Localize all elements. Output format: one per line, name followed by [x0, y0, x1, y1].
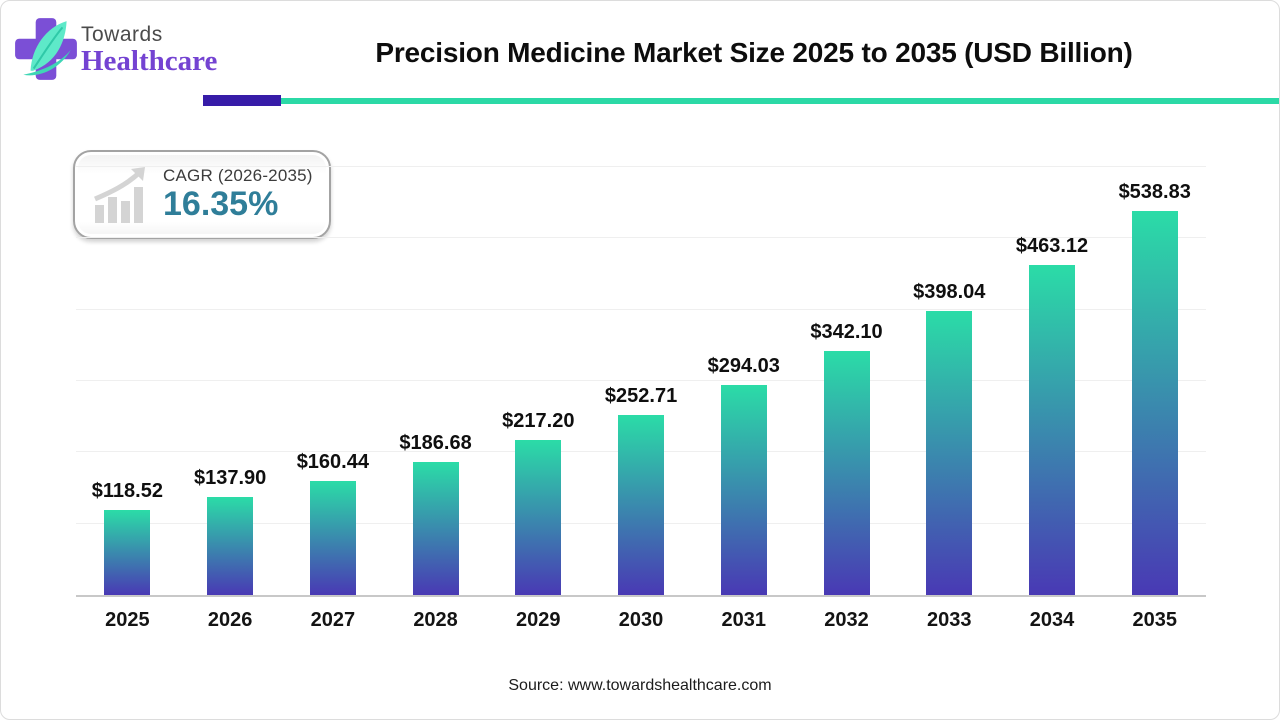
x-axis-label-2029: 2029	[516, 609, 561, 631]
cagr-texts: CAGR (2026-2035) 16.35%	[163, 166, 313, 223]
x-axis-label-2032: 2032	[824, 609, 869, 631]
bar-value-label-2027: $160.44	[296, 450, 369, 473]
bar-2034	[1028, 264, 1075, 595]
bar-slot-2028: $186.68	[384, 167, 487, 595]
bar-value-label-2026: $137.90	[193, 466, 267, 489]
x-axis-label-2030: 2030	[618, 609, 664, 631]
bar-2025	[104, 510, 151, 595]
bar-value-label-2032: $342.10	[810, 320, 883, 343]
bar-2033	[926, 311, 973, 595]
gridline-400	[76, 308, 1206, 310]
bar-slot-2027: $160.44	[281, 167, 384, 595]
x-axis-label-2035: 2035	[1132, 609, 1177, 631]
x-axis-label-2033: 2033	[926, 609, 972, 631]
bar-value-label-2028: $186.68	[399, 431, 472, 454]
logo-line-healthcare: Healthcare	[81, 45, 218, 78]
bar-value-label-2031: $294.03	[707, 355, 780, 378]
logo-line-towards: Towards	[81, 22, 163, 46]
x-axis-label-2026: 2026	[207, 609, 253, 631]
bar-value-label-2030: $252.71	[604, 384, 678, 407]
healthcare-cross-leaf-icon	[15, 18, 77, 80]
bar-2030	[618, 414, 665, 595]
bars-container: $118.52 $137.90 $160.44 $186.68 $217.20 $252.…	[76, 167, 1206, 595]
page-title: Precision Medicine Market Size 2025 to 2…	[375, 37, 1133, 68]
bar-value-label-2035: $538.83	[1118, 180, 1191, 203]
brand-logo: Towards Healthcare	[13, 15, 217, 83]
bar-slot-2029: $217.20	[487, 167, 590, 595]
x-axis-label-2028: 2028	[413, 609, 458, 631]
brand-logo-text: Towards Healthcare	[81, 22, 218, 78]
bar-slot-2034: $463.12	[1001, 167, 1104, 595]
bar-value-label-2025: $118.52	[91, 480, 163, 503]
bar-slot-2035: $538.83	[1103, 167, 1206, 595]
cagr-label: CAGR (2026-2035)	[163, 166, 313, 186]
bar-slot-2033: $398.04	[898, 167, 1001, 595]
bar-slot-2026: $137.90	[179, 167, 282, 595]
bar-2028	[412, 461, 459, 595]
bar-2031	[720, 385, 767, 595]
source-text: Source: www.towardshealthcare.com	[508, 677, 772, 694]
bar-2027	[309, 480, 356, 595]
cagr-value: 16.35%	[163, 185, 279, 224]
x-axis-label-2027: 2027	[310, 609, 356, 631]
bar-2029	[515, 440, 562, 595]
bar-2035	[1131, 210, 1178, 595]
divider-purple-segment	[203, 95, 281, 106]
x-axis-label-2025: 2025	[105, 609, 150, 631]
header-divider	[1, 95, 1279, 109]
bar-2026	[207, 496, 254, 595]
x-axis-label-2031: 2031	[721, 609, 767, 631]
bar-value-label-2034: $463.12	[1015, 234, 1089, 257]
gridline-500	[76, 237, 1206, 239]
x-axis-labels: 2025 2026 2027 2028 2029 2030 2031 2032 2033 2034…	[76, 609, 1206, 632]
cagr-badge: CAGR (2026-2035) 16.35%	[73, 150, 331, 239]
bar-value-label-2029: $217.20	[502, 410, 575, 433]
x-axis-line	[76, 595, 1206, 597]
gridline-300	[76, 380, 1206, 381]
bar-2032	[823, 350, 870, 595]
bar-chart: $118.52 $137.90 $160.44 $186.68 $217.20 $252.…	[76, 166, 1206, 597]
bar-slot-2025: $118.52	[76, 167, 179, 595]
divider-teal-line	[281, 98, 1279, 104]
gridline-600	[76, 166, 1206, 167]
bar-slot-2031: $294.03	[692, 167, 795, 595]
bar-value-label-2033: $398.04	[913, 281, 986, 304]
growth-chart-icon	[94, 166, 145, 223]
x-axis-label-2034: 2034	[1029, 609, 1075, 631]
bar-slot-2032: $342.10	[795, 167, 898, 595]
bar-slot-2030: $252.71	[590, 167, 693, 595]
